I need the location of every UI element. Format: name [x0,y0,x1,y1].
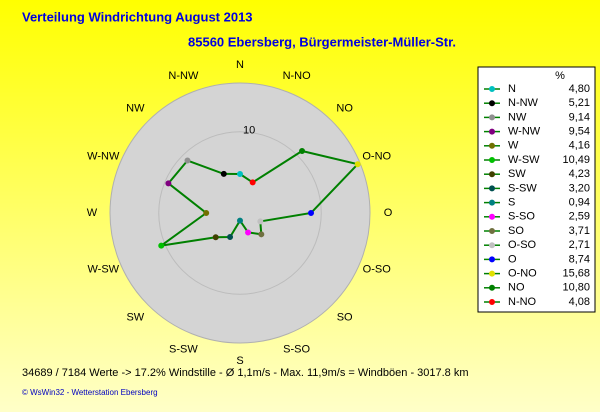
legend-marker [489,86,495,92]
data-point [237,171,243,177]
legend-marker [489,284,495,291]
legend-value: 8,74 [569,253,590,265]
legend-value: 5,21 [569,97,590,109]
axis-label: W-SW [87,264,119,276]
axis-label: W-NW [87,150,120,162]
data-point [165,180,172,187]
legend-label: W [508,140,519,152]
legend-value: 4,23 [569,168,590,180]
data-point [257,218,264,225]
legend-marker [489,256,495,263]
legend-label: N-NO [508,296,537,308]
legend-value: 3,71 [569,225,590,237]
data-point [227,234,234,241]
legend-marker [489,228,495,234]
footer-info: 34689 / 7184 Werte -> 17.2% Windstille -… [22,367,469,379]
axis-label: N-NW [168,70,199,82]
legend-label: NW [508,111,527,123]
legend-label: SO [508,225,524,237]
legend-label: S-SW [508,182,537,194]
legend-label: O [508,253,517,265]
data-point [249,179,256,186]
legend-value: 4,80 [569,83,590,95]
legend-marker [489,199,495,206]
legend-label: N [508,83,516,95]
axis-label: N-NO [283,70,312,82]
grid-ring [158,131,322,295]
data-point [245,229,252,236]
legend-label: N-NW [508,97,539,109]
data-point [237,217,243,224]
legend-label: O-NO [508,268,537,280]
plot-area [109,82,371,344]
legend-marker [489,128,495,135]
axis-label: NO [336,102,353,114]
legend-marker [489,242,495,249]
axis-label: S-SO [283,344,310,356]
legend-label: SW [508,168,526,180]
data-point [354,161,361,168]
legend-value: 2,71 [569,239,590,251]
axis-label: W [87,207,98,219]
legend-marker [489,299,495,305]
legend-header: % [555,70,565,82]
legend-value: 10,49 [562,154,590,166]
data-point [308,210,315,216]
legend-marker [489,270,495,277]
legend-marker [489,171,495,178]
legend-marker [489,157,495,163]
axis-label: SO [337,312,353,324]
r-tick-label: 10 [243,125,255,137]
legend-marker [489,142,495,149]
legend-value: 3,20 [569,182,590,194]
legend-value: 0,94 [569,197,590,209]
axis-label: SW [126,312,144,324]
chart-subtitle: 85560 Ebersberg, Bürgermeister-Müller-St… [188,34,456,49]
legend [477,66,596,313]
legend-label: NO [508,282,525,294]
data-point [184,157,191,164]
data-point [220,170,227,177]
data-point [158,242,165,249]
data-point [212,234,219,241]
legend-value: 15,68 [562,268,590,280]
legend-label: W-SW [508,154,540,166]
footer-credit: © WsWin32 - Wetterstation Ebersberg [22,388,158,397]
legend-value: 9,54 [569,126,590,138]
legend-marker [489,100,495,107]
legend-value: 10,80 [562,282,590,294]
legend-label: O-SO [508,239,537,251]
legend-value: 4,16 [569,140,590,152]
legend-label: S-SO [508,211,535,223]
legend-value: 2,59 [569,211,590,223]
axis-label: O-NO [362,150,391,162]
legend-marker [489,114,495,121]
data-point [203,210,210,216]
axis-label: NW [126,102,145,114]
data-point [299,147,306,154]
axis-label: S-SW [169,344,198,356]
data-point [258,231,265,238]
axis-label: N [236,59,244,71]
legend-marker [489,185,495,192]
axis-label: S [236,355,243,367]
legend-value: 4,08 [569,296,590,308]
axis-label: O [384,207,393,219]
axis-label: O-SO [363,264,392,276]
legend-value: 9,14 [569,111,590,123]
chart-title: Verteilung Windrichtung August 2013 [22,9,253,24]
legend-marker [489,213,495,220]
legend-label: W-NW [508,126,541,138]
legend-label: S [508,197,515,209]
